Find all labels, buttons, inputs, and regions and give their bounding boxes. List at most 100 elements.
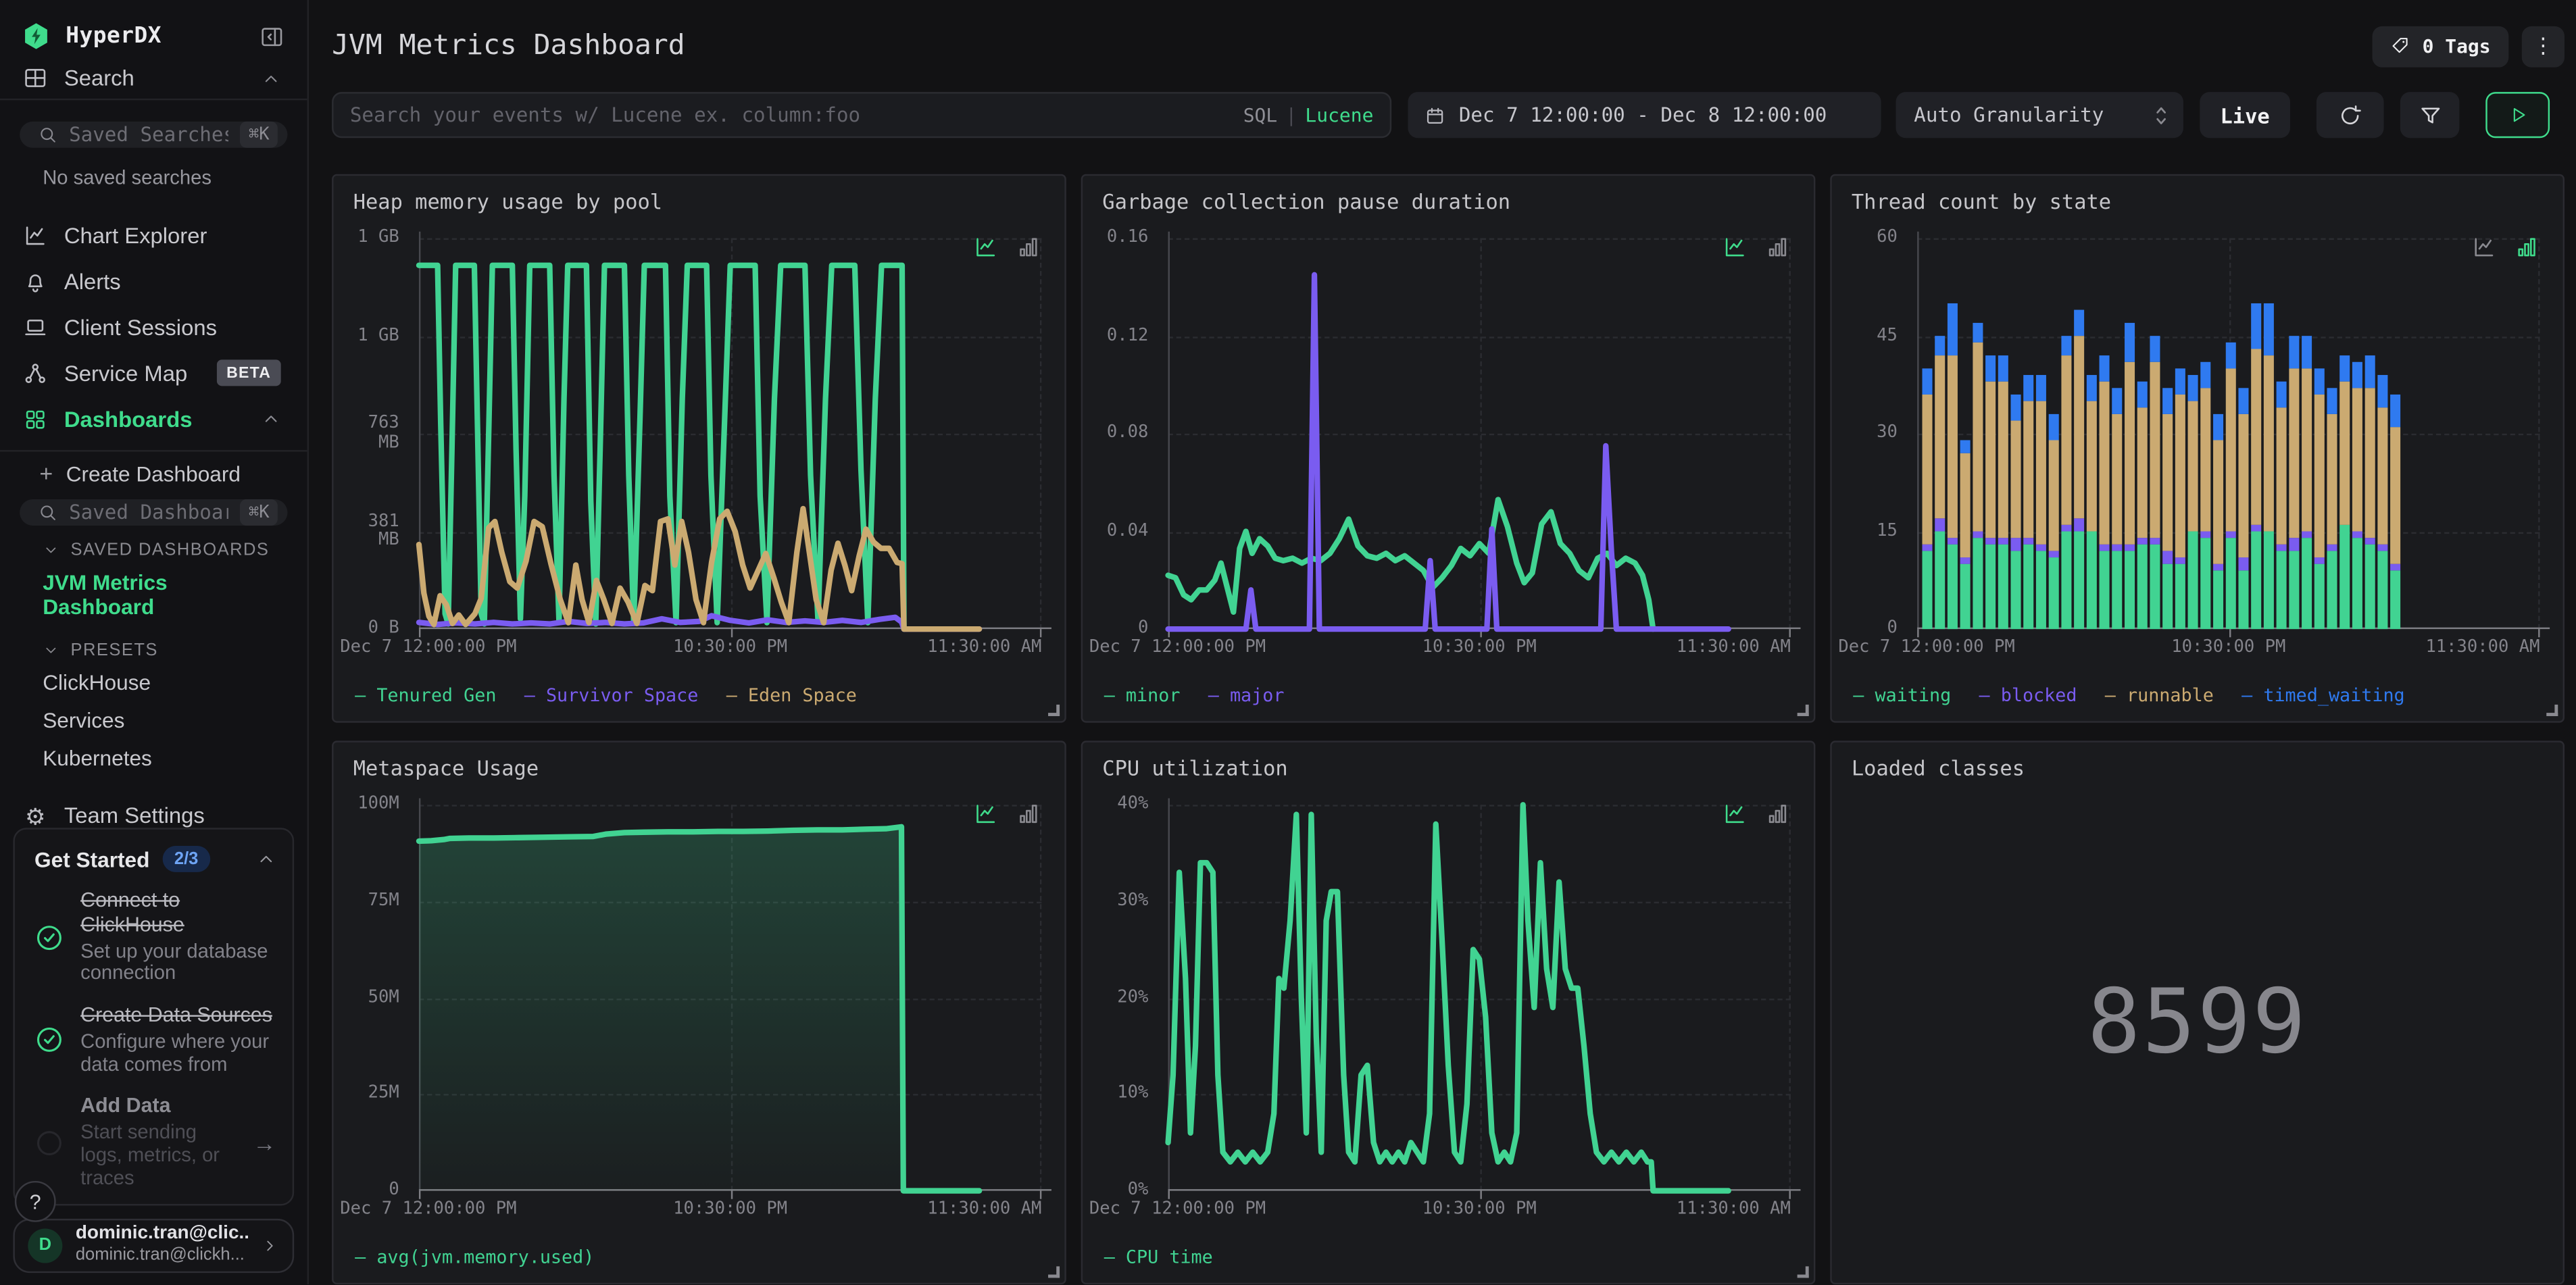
panel-title: Garbage collection pause duration bbox=[1102, 188, 1511, 214]
hyperdx-logo-icon bbox=[25, 23, 47, 49]
legend-item[interactable]: — waiting bbox=[1853, 684, 1952, 707]
cpu-chart[interactable] bbox=[1168, 805, 1791, 1190]
line-chart-mode-icon[interactable] bbox=[1722, 235, 1748, 259]
sidebar-item-team-settings[interactable]: ⚙ Team Settings bbox=[0, 803, 307, 830]
run-query-button[interactable] bbox=[2485, 92, 2550, 138]
check-circle-icon bbox=[36, 925, 61, 950]
refresh-button[interactable] bbox=[2316, 92, 2384, 138]
thread-count-chart[interactable] bbox=[1917, 238, 2540, 630]
checklist-item[interactable]: Connect to ClickHouse Set up your databa… bbox=[34, 888, 276, 986]
checklist-item-title: Create Data Sources bbox=[80, 1003, 272, 1027]
search-icon bbox=[41, 128, 55, 143]
plot-area: 100M 75M 50M 25M 0 Dec 7 12:00:00 PM 10:30:00… bbox=[340, 795, 1051, 1219]
progress-badge: 2/3 bbox=[162, 846, 210, 872]
saved-dashboards-placeholder: Saved Dashboards bbox=[69, 501, 229, 524]
legend-item[interactable]: — runnable bbox=[2104, 684, 2214, 707]
checklist-item[interactable]: Add Data Start sending logs, metrics, or… bbox=[34, 1094, 276, 1190]
legend-item[interactable]: — timed_waiting bbox=[2241, 684, 2405, 707]
x-tick-label: 10:30:00 PM bbox=[2171, 637, 2286, 657]
x-tick-label: 11:30:00 AM bbox=[1676, 1199, 1791, 1219]
sidebar-item-kubernetes[interactable]: Kubernetes bbox=[43, 745, 152, 771]
filter-button[interactable] bbox=[2400, 92, 2460, 138]
y-tick-label: 15 bbox=[1877, 520, 1898, 540]
checklist-item[interactable]: Create Data Sources Configure where your… bbox=[34, 1004, 276, 1077]
gc-pause-chart[interactable] bbox=[1168, 238, 1791, 630]
event-search-input[interactable]: Search your events w/ Lucene ex. column:… bbox=[332, 92, 1392, 138]
tags-button[interactable]: 0 Tags bbox=[2373, 25, 2509, 67]
sidebar-item-service-map[interactable]: Service Map BETA bbox=[0, 350, 307, 396]
legend-item[interactable]: — blocked bbox=[1979, 684, 2077, 707]
metaspace-chart[interactable] bbox=[419, 805, 1041, 1190]
bar-chart-mode-icon[interactable] bbox=[2514, 235, 2540, 259]
lucene-toggle[interactable]: Lucene bbox=[1305, 103, 1374, 127]
x-tick-label: 11:30:00 AM bbox=[927, 1199, 1042, 1219]
legend-item[interactable]: — major bbox=[1208, 684, 1285, 707]
legend-item[interactable]: — Tenured Gen bbox=[355, 684, 497, 707]
brand-name: HyperDX bbox=[66, 23, 162, 49]
date-range-picker[interactable]: Dec 7 12:00:00 - Dec 8 12:00:00 bbox=[1408, 92, 1881, 138]
sidebar-item-chart-explorer[interactable]: Chart Explorer bbox=[0, 212, 307, 258]
resize-handle[interactable] bbox=[1797, 704, 1809, 716]
panel-title: Thread count by state bbox=[1851, 188, 2112, 214]
legend-item[interactable]: — CPU time bbox=[1104, 1246, 1213, 1268]
line-chart-mode-icon[interactable] bbox=[2471, 235, 2497, 259]
no-saved-searches-note: No saved searches bbox=[43, 166, 212, 189]
bar-chart-mode-icon[interactable] bbox=[1764, 801, 1791, 826]
y-axis-labels: 40% 30% 20% 10% 0% bbox=[1096, 795, 1158, 1199]
create-dashboard-label: Create Dashboard bbox=[66, 460, 241, 486]
help-button[interactable]: ? bbox=[14, 1180, 56, 1222]
resize-handle[interactable] bbox=[1048, 704, 1060, 716]
sidebar-item-clickhouse[interactable]: ClickHouse bbox=[43, 670, 151, 695]
sidebar-item-alerts[interactable]: Alerts bbox=[0, 258, 307, 304]
sidebar-item-search[interactable]: Search bbox=[0, 66, 307, 91]
legend-item[interactable]: — Eden Space bbox=[726, 684, 857, 707]
legend-item[interactable]: — avg(jvm.memory.used) bbox=[355, 1246, 595, 1268]
x-tick-label: 10:30:00 PM bbox=[673, 1199, 788, 1219]
sidebar-item-jvm-dashboard[interactable]: JVM Metrics Dashboard bbox=[43, 570, 168, 620]
line-chart-mode-icon[interactable] bbox=[972, 235, 999, 259]
plot-area: 1 GB 1 GB 763 MB 381 MB 0 B Dec 7 12:00:00 P… bbox=[340, 228, 1051, 657]
sidebar-item-dashboards[interactable]: Dashboards bbox=[0, 396, 307, 442]
sidebar-item-services[interactable]: Services bbox=[43, 707, 125, 733]
line-chart-mode-icon[interactable] bbox=[1722, 801, 1748, 826]
chevron-down-icon bbox=[46, 647, 56, 653]
x-axis-labels: Dec 7 12:00:00 PM 10:30:00 PM 11:30:00 AM bbox=[340, 637, 1042, 660]
panel-title: Heap memory usage by pool bbox=[353, 188, 663, 214]
bar-chart-mode-icon[interactable] bbox=[1015, 801, 1041, 826]
x-tick-label: Dec 7 12:00:00 PM bbox=[1838, 637, 2015, 657]
saved-searches-input[interactable]: Saved Searches ⌘K bbox=[20, 121, 288, 148]
sql-toggle[interactable]: SQL bbox=[1243, 103, 1278, 127]
resize-handle[interactable] bbox=[1048, 1266, 1060, 1278]
x-tick-label: 11:30:00 AM bbox=[927, 637, 1042, 657]
resize-handle[interactable] bbox=[1797, 1266, 1809, 1278]
refresh-icon bbox=[2342, 104, 2361, 124]
line-chart-mode-icon[interactable] bbox=[972, 801, 999, 826]
heap-memory-chart[interactable] bbox=[419, 238, 1041, 630]
legend-item[interactable]: — minor bbox=[1104, 684, 1181, 707]
checklist-item-desc: Configure where your data comes from bbox=[80, 1029, 270, 1076]
sidebar-item-client-sessions[interactable]: Client Sessions bbox=[0, 304, 307, 350]
resize-handle[interactable] bbox=[2546, 704, 2558, 716]
sidebar-item-label: Chart Explorer bbox=[64, 222, 207, 247]
panel-loaded-classes: Loaded classes 8599 bbox=[1830, 740, 2565, 1285]
x-tick-label: 10:30:00 PM bbox=[673, 637, 788, 657]
y-axis-labels: 1 GB 1 GB 763 MB 381 MB 0 B bbox=[347, 228, 409, 637]
chevron-up-icon[interactable] bbox=[256, 849, 276, 869]
loaded-classes-value: 8599 bbox=[2087, 969, 2308, 1073]
create-dashboard-button[interactable]: + Create Dashboard bbox=[0, 460, 307, 486]
live-button[interactable]: Live bbox=[2200, 92, 2290, 138]
more-options-button[interactable]: ⋮ bbox=[2521, 25, 2565, 67]
saved-dashboards-section-toggle[interactable]: SAVED DASHBOARDS bbox=[0, 526, 307, 563]
y-axis-labels: 0.16 0.12 0.08 0.04 0 bbox=[1096, 228, 1158, 637]
collapse-sidebar-icon[interactable] bbox=[259, 24, 284, 48]
y-tick-label: 763 MB bbox=[368, 413, 399, 452]
granularity-select[interactable]: Auto Granularity bbox=[1896, 92, 2183, 138]
get-started-card: Get Started 2/3 Connect to ClickHouse Se… bbox=[13, 828, 295, 1205]
bar-chart-mode-icon[interactable] bbox=[1015, 235, 1041, 259]
presets-section-toggle[interactable]: PRESETS bbox=[0, 626, 307, 663]
user-menu[interactable]: D dominic.tran@clic... dominic.tran@clic… bbox=[13, 1217, 295, 1273]
saved-dashboards-input[interactable]: Saved Dashboards ⌘K bbox=[20, 499, 288, 526]
bar-chart-mode-icon[interactable] bbox=[1764, 235, 1791, 259]
legend-item[interactable]: — Survivor Space bbox=[524, 684, 699, 707]
y-tick-label: 50M bbox=[368, 986, 399, 1007]
